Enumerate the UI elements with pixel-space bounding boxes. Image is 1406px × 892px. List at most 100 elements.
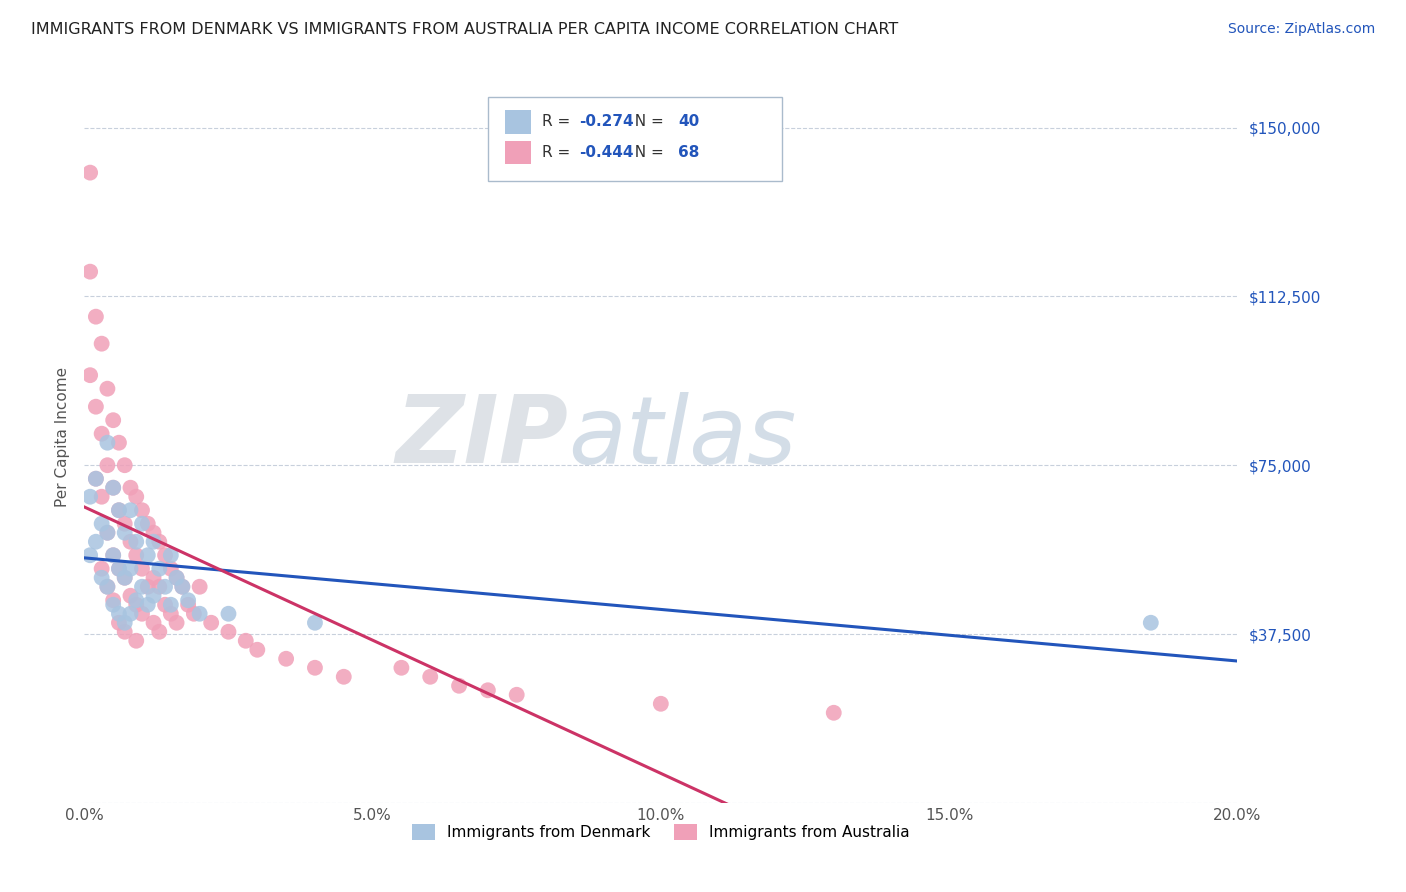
Point	[142, 589, 165, 603]
Point	[823, 706, 845, 720]
Point	[96, 580, 118, 594]
Point	[120, 562, 142, 576]
Point	[108, 503, 131, 517]
Point	[103, 413, 124, 427]
Point	[108, 615, 131, 630]
Point	[103, 481, 124, 495]
Point	[79, 490, 101, 504]
Point	[96, 525, 118, 540]
Point	[84, 400, 107, 414]
Point	[96, 435, 118, 450]
Point	[218, 607, 240, 621]
Point	[153, 548, 176, 562]
Point	[419, 670, 441, 684]
Point	[90, 426, 112, 441]
Point	[177, 593, 200, 607]
Point	[136, 580, 159, 594]
Legend: Immigrants from Denmark, Immigrants from Australia: Immigrants from Denmark, Immigrants from…	[406, 818, 915, 847]
Point	[172, 580, 194, 594]
Point	[120, 607, 142, 621]
Point	[246, 642, 269, 657]
Point	[183, 607, 205, 621]
Point	[160, 548, 183, 562]
Point	[125, 548, 148, 562]
Point	[90, 336, 112, 351]
Point	[108, 503, 131, 517]
Point	[166, 615, 188, 630]
Point	[177, 598, 200, 612]
Point	[142, 534, 165, 549]
Point	[136, 598, 159, 612]
Point	[131, 503, 153, 517]
Point	[114, 624, 136, 639]
FancyBboxPatch shape	[505, 110, 530, 134]
Point	[166, 571, 188, 585]
Point	[108, 562, 131, 576]
Point	[90, 571, 112, 585]
Point	[125, 534, 148, 549]
Point	[304, 615, 326, 630]
Point	[114, 571, 136, 585]
Point	[103, 481, 124, 495]
Point	[103, 598, 124, 612]
Point	[114, 525, 136, 540]
Point	[108, 562, 131, 576]
Point	[90, 516, 112, 531]
Point	[125, 593, 148, 607]
Text: atlas: atlas	[568, 392, 797, 483]
Point	[136, 516, 159, 531]
Point	[153, 598, 176, 612]
Point	[142, 615, 165, 630]
Text: Source: ZipAtlas.com: Source: ZipAtlas.com	[1227, 22, 1375, 37]
Point	[114, 458, 136, 473]
Point	[148, 580, 170, 594]
Point	[333, 670, 356, 684]
Point	[79, 265, 101, 279]
Point	[114, 516, 136, 531]
Point	[131, 607, 153, 621]
Y-axis label: Per Capita Income: Per Capita Income	[55, 367, 70, 508]
Point	[188, 607, 211, 621]
Point	[125, 598, 148, 612]
Point	[96, 525, 118, 540]
Point	[449, 679, 471, 693]
Point	[84, 472, 107, 486]
Point	[506, 688, 529, 702]
Point	[153, 580, 176, 594]
Point	[103, 548, 124, 562]
Point	[276, 652, 298, 666]
Point	[136, 548, 159, 562]
Point	[131, 580, 153, 594]
Text: -0.274: -0.274	[579, 114, 634, 129]
Point	[103, 593, 124, 607]
Point	[90, 490, 112, 504]
Point	[477, 683, 499, 698]
Point	[148, 562, 170, 576]
Point	[148, 534, 170, 549]
Point	[96, 580, 118, 594]
Point	[84, 472, 107, 486]
Text: 40: 40	[678, 114, 699, 129]
Point	[125, 633, 148, 648]
Point	[200, 615, 222, 630]
Point	[235, 633, 257, 648]
Point	[160, 562, 183, 576]
Point	[166, 571, 188, 585]
Point	[218, 624, 240, 639]
Point	[142, 571, 165, 585]
Point	[148, 624, 170, 639]
Point	[96, 458, 118, 473]
Point	[650, 697, 672, 711]
Point	[160, 598, 183, 612]
Text: IMMIGRANTS FROM DENMARK VS IMMIGRANTS FROM AUSTRALIA PER CAPITA INCOME CORRELATI: IMMIGRANTS FROM DENMARK VS IMMIGRANTS FR…	[31, 22, 898, 37]
Point	[1140, 615, 1163, 630]
Point	[172, 580, 194, 594]
Text: 68: 68	[678, 145, 700, 160]
FancyBboxPatch shape	[488, 97, 782, 181]
Point	[304, 661, 326, 675]
Point	[114, 571, 136, 585]
Point	[120, 481, 142, 495]
Point	[120, 534, 142, 549]
Point	[84, 534, 107, 549]
FancyBboxPatch shape	[505, 141, 530, 164]
